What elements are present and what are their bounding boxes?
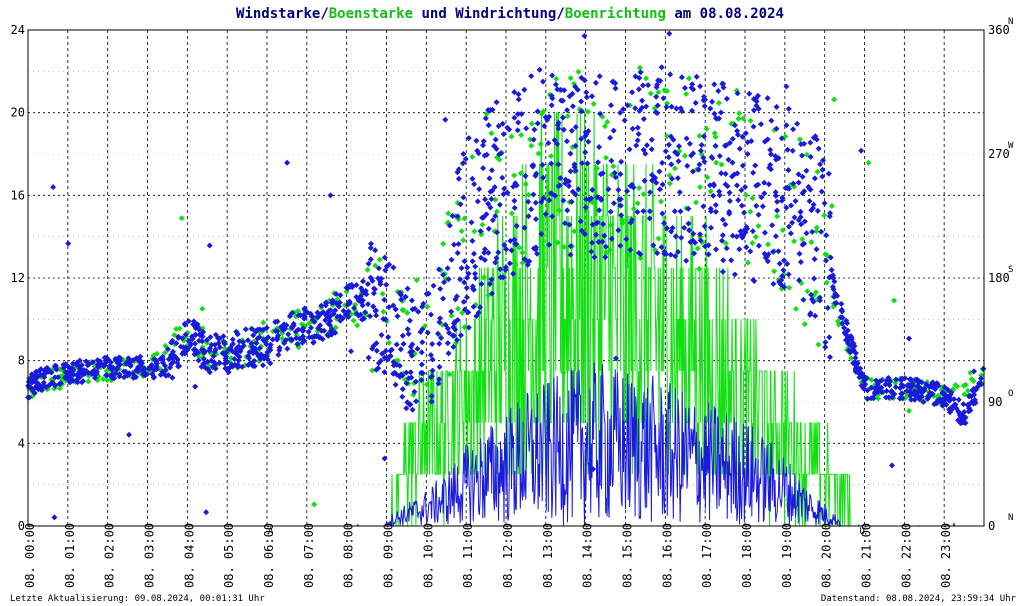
direction-label: N	[1008, 513, 1013, 523]
x-tick-label: 08. 22:00	[899, 523, 913, 588]
x-tick-label: 08. 18:00	[740, 523, 754, 588]
x-tick-label: 08. 19:00	[780, 523, 794, 588]
title-date: am 08.08.2024	[666, 6, 784, 22]
x-tick-label: 08. 10:00	[421, 523, 435, 588]
y-tick-label-left: 4	[18, 436, 25, 450]
title-boenstarke: Boenstarke	[329, 6, 413, 22]
y-tick-label-left: 8	[18, 354, 25, 368]
title-windstarke: Windstarke	[236, 6, 320, 22]
y-tick-label-left: 24	[11, 23, 25, 37]
direction-label: N	[1008, 17, 1013, 27]
footer-data-status: Datenstand: 08.08.2024, 23:59:34 Uhr	[821, 594, 1017, 604]
y-tick-label-left: 16	[11, 188, 25, 202]
x-tick-label: 08. 12:00	[501, 523, 515, 588]
x-tick-label: 08. 13:00	[541, 523, 555, 588]
title-slash-2: /	[556, 6, 564, 22]
x-tick-label: 08. 03:00	[142, 523, 156, 588]
direction-label: W	[1008, 141, 1014, 151]
title-windrichtung: Windrichtung	[455, 6, 556, 22]
x-tick-label: 08. 16:00	[660, 523, 674, 588]
y-tick-label-right: 0	[988, 519, 995, 533]
x-tick-label: 08. 06:00	[262, 523, 276, 588]
direction-label: O	[1008, 389, 1013, 399]
y-tick-label-left: 0	[18, 519, 25, 533]
y-tick-label-left: 20	[11, 106, 25, 120]
x-tick-label: 08. 11:00	[461, 523, 475, 588]
y-tick-label-right: 360	[988, 23, 1010, 37]
x-tick-label: 08. 02:00	[103, 523, 117, 588]
event-marker: A	[268, 527, 274, 537]
direction-label: S	[1008, 265, 1013, 275]
x-tick-label: 08. 09:00	[381, 523, 395, 588]
footer-last-update: Letzte Aktualisierung: 09.08.2024, 00:01…	[10, 594, 265, 604]
x-tick-label: 08. 00:00	[23, 523, 37, 588]
x-tick-label: 08. 07:00	[302, 523, 316, 588]
title-und: und	[413, 6, 455, 22]
x-tick-label: 08. 08:00	[342, 523, 356, 588]
x-tick-label: 08. 17:00	[700, 523, 714, 588]
x-tick-label: 08. 05:00	[222, 523, 236, 588]
title-slash-1: /	[320, 6, 328, 22]
x-tick-label: 08. 04:00	[182, 523, 196, 588]
title-boenrichtung: Boenrichtung	[565, 6, 666, 22]
y-tick-label-left: 12	[11, 271, 25, 285]
y-tick-label-right: 180	[988, 271, 1010, 285]
x-tick-label: 08. 15:00	[620, 523, 634, 588]
x-tick-label: 08. 14:00	[581, 523, 595, 588]
y-tick-label-right: 90	[988, 395, 1002, 409]
event-marker: U	[860, 527, 865, 537]
plot-frame	[27, 29, 985, 527]
x-tick-label: 08. 23:00	[939, 523, 953, 588]
wind-direction-points	[25, 30, 987, 521]
direction-series	[25, 30, 987, 521]
x-tick-label: 08. 20:00	[820, 523, 834, 588]
x-tick-label: 08. 01:00	[63, 523, 77, 588]
chart-title: Windstarke/Boenstarke und Windrichtung/B…	[236, 6, 784, 22]
y-tick-label-right: 270	[988, 147, 1010, 161]
x-tick-label: 08. 21:00	[859, 523, 873, 588]
